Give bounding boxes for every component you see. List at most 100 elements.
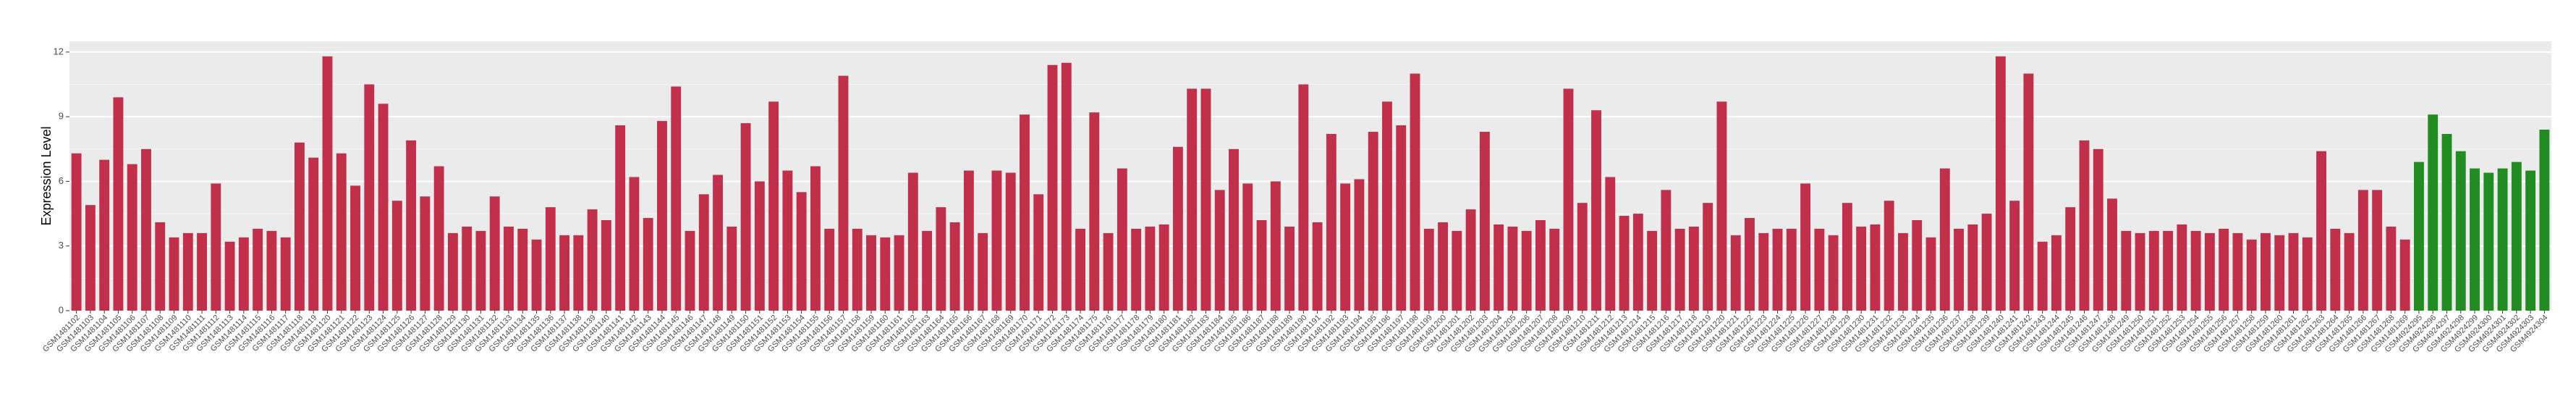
bar [1870,224,1881,311]
bar [517,228,528,311]
bar [2177,224,2187,311]
bar [866,235,876,311]
bar [1187,88,1198,311]
bar [782,170,793,311]
bar [573,235,584,311]
bar [224,241,235,311]
bar [685,230,695,311]
bar [489,196,500,311]
bar [1145,226,1156,311]
bar [740,123,751,311]
bar [1925,237,1936,311]
bar [99,159,110,311]
bar [1354,179,1365,311]
y-tick-label: 9 [59,111,64,122]
bar [155,222,166,311]
bar [922,230,933,311]
bar [1438,222,1448,311]
bar [1981,214,1992,311]
bar [1688,226,1699,311]
bar [1939,168,1950,311]
bar [475,230,486,311]
bar [1995,56,2006,311]
bar [838,75,849,311]
bar [504,226,514,311]
bar [447,232,458,311]
bar [1173,146,1183,311]
bar [1312,222,1323,311]
bar [127,164,137,311]
bar [2386,226,2397,311]
bar [1967,224,1978,311]
bar [1647,230,1658,311]
bar [1020,114,1030,311]
bar [2107,198,2117,311]
bar [936,207,946,311]
bar [378,104,389,311]
bar [1619,216,1630,311]
bar [1535,220,1546,311]
bar [1521,230,1532,311]
bar [2023,73,2034,311]
bar [1242,183,1253,311]
bar [1075,228,1085,311]
bar [2219,228,2229,311]
bar [2261,232,2271,311]
bar [141,148,151,311]
bar [433,166,444,311]
bar [1954,228,1964,311]
bar [2539,130,2550,311]
bar [671,86,682,311]
bar [2357,190,2368,311]
bar [657,121,667,311]
bar [1703,203,1713,311]
bar [1507,226,1518,311]
bar [71,153,82,311]
bar [1368,131,1378,311]
bar [1229,148,1239,311]
bar [350,185,360,311]
bar [1382,101,1392,311]
bar [726,226,737,311]
bar [182,232,193,311]
bar [545,207,556,311]
bar [406,140,417,311]
bar [1549,228,1560,311]
bar [2135,232,2145,311]
bar [1089,112,1100,311]
bar [754,181,765,311]
bar [796,192,807,311]
bar [1912,220,1923,311]
bar [2093,148,2103,311]
bar [1117,168,1127,311]
bar [2470,168,2480,311]
bar [322,56,333,311]
bar [1814,228,1825,311]
bar [1033,194,1044,311]
bar [2316,151,2326,311]
bar [1047,64,1058,311]
bar [2246,239,2257,311]
bar [2399,239,2410,311]
bar [2441,133,2452,311]
bar [1326,133,1336,311]
bar [810,166,821,311]
bar [2274,235,2285,311]
bar [1158,224,1169,311]
bar [1214,190,1225,311]
bar [1828,235,1839,311]
bar [991,170,1002,311]
bar [1396,125,1407,311]
bar [1465,209,1476,311]
bar [1745,218,1755,311]
bar [949,222,960,311]
bar [238,237,249,311]
bar [1856,226,1867,311]
bar [643,218,653,311]
bar [615,125,626,311]
bar [629,177,640,311]
bar [559,235,570,311]
bar [253,228,263,311]
bar [2344,232,2355,311]
